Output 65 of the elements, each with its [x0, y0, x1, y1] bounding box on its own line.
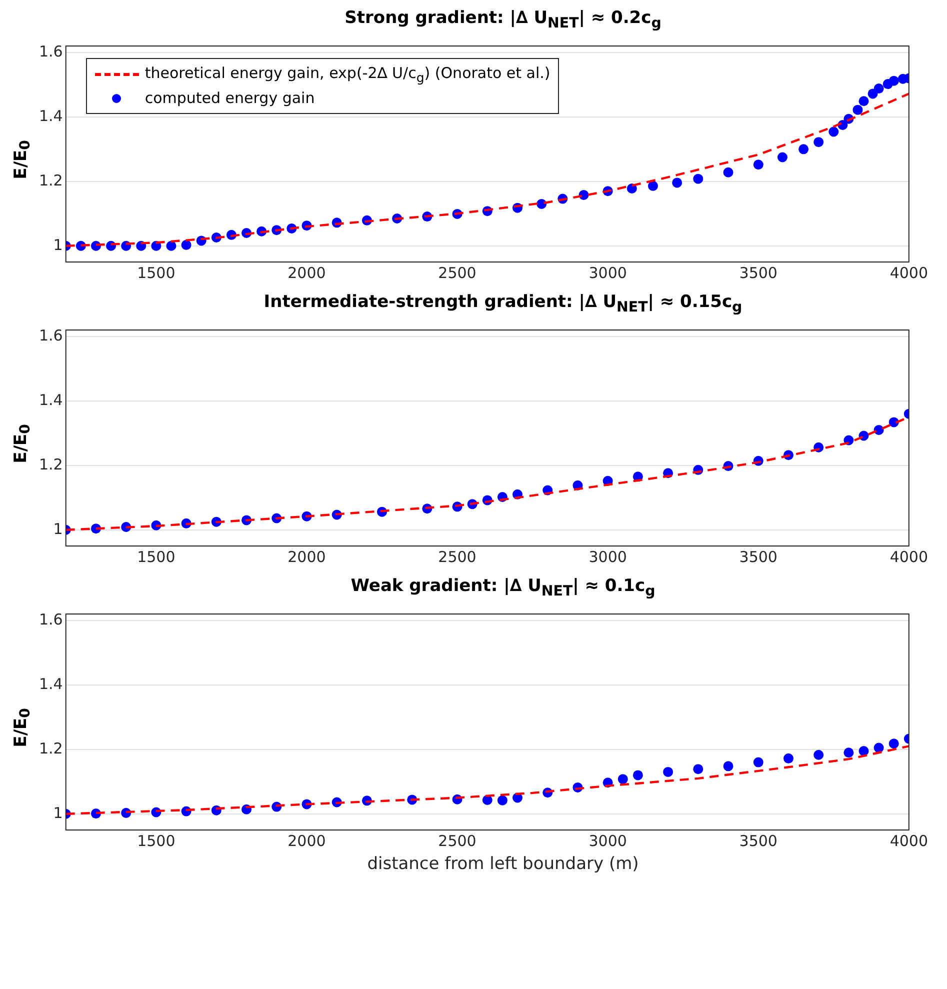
y-tick-label: 1.4 — [38, 390, 63, 409]
chart-title: Weak gradient: |∆ U$_{NET}$| ≈ 0.1c$_{g}$ — [350, 576, 656, 602]
point — [852, 104, 863, 115]
y-tick-label: 1.6 — [38, 326, 63, 344]
point — [858, 746, 869, 756]
x-tick-label: 1500 — [137, 548, 176, 566]
point — [626, 183, 637, 194]
legend-label: computed energy gain — [144, 89, 315, 107]
point — [888, 738, 899, 749]
x-tick-label: 1500 — [137, 264, 176, 282]
chart-title: Strong gradient: |∆ U$_{NET}$| ≈ 0.2c$_{g}$ — [344, 8, 662, 34]
y-tick-label: 1.2 — [38, 739, 63, 758]
point — [814, 750, 824, 760]
y-tick-label: 1.6 — [38, 610, 63, 628]
point — [858, 96, 869, 106]
point — [844, 748, 854, 758]
point — [798, 144, 809, 154]
point — [783, 753, 794, 764]
point — [888, 76, 899, 86]
point — [723, 761, 734, 772]
x-tick-label: 2500 — [438, 264, 476, 282]
point — [777, 152, 788, 162]
y-tick-label: 1.4 — [38, 106, 63, 125]
y-tick-label: 1 — [53, 804, 63, 822]
y-tick-label: 1 — [53, 236, 63, 254]
y-tick-label: 1.2 — [38, 455, 63, 474]
x-tick-label: 2000 — [288, 832, 326, 850]
point — [723, 167, 734, 178]
point — [632, 770, 643, 780]
x-tick-label: 3000 — [588, 264, 627, 282]
y-tick-label: 1.6 — [38, 42, 63, 60]
x-tick-label: 1500 — [137, 832, 176, 850]
x-tick-label: 4000 — [890, 548, 928, 566]
point — [693, 764, 704, 774]
y-tick-label: 1.2 — [38, 171, 63, 190]
x-tick-label: 2500 — [438, 832, 476, 850]
legend-label: theoretical energy gain, exp(-2∆ U/c$_{g}$) (Onorato et al.) — [144, 64, 550, 84]
point — [663, 766, 674, 777]
x-tick-label: 4000 — [890, 832, 928, 850]
x-tick-label: 2000 — [288, 264, 326, 282]
x-tick-label: 4000 — [890, 264, 928, 282]
point — [181, 240, 192, 250]
point — [648, 180, 658, 191]
x-tick-label: 2500 — [438, 548, 476, 566]
x-tick-label: 2000 — [288, 548, 326, 566]
point — [753, 757, 764, 768]
point — [672, 178, 682, 188]
y-tick-label: 1.4 — [38, 674, 63, 693]
point — [828, 126, 839, 137]
y-tick-label: 1 — [53, 520, 63, 538]
point — [814, 137, 824, 148]
point — [874, 84, 884, 94]
point — [618, 774, 628, 784]
x-tick-label: 3000 — [588, 832, 627, 850]
chart-title: Intermediate-strength gradient: |∆ U$_{NET}$| ≈ 0.15c$_{g}$ — [262, 292, 744, 318]
x-tick-label: 3500 — [739, 264, 778, 282]
x-tick-label: 3500 — [739, 548, 778, 566]
point — [874, 742, 884, 753]
point — [753, 160, 764, 170]
x-tick-label: 3500 — [739, 832, 778, 850]
point — [693, 174, 704, 184]
point — [166, 240, 176, 251]
point — [497, 795, 508, 806]
x-axis-title: distance from left boundary (m) — [366, 854, 640, 874]
x-tick-label: 3000 — [588, 548, 627, 566]
